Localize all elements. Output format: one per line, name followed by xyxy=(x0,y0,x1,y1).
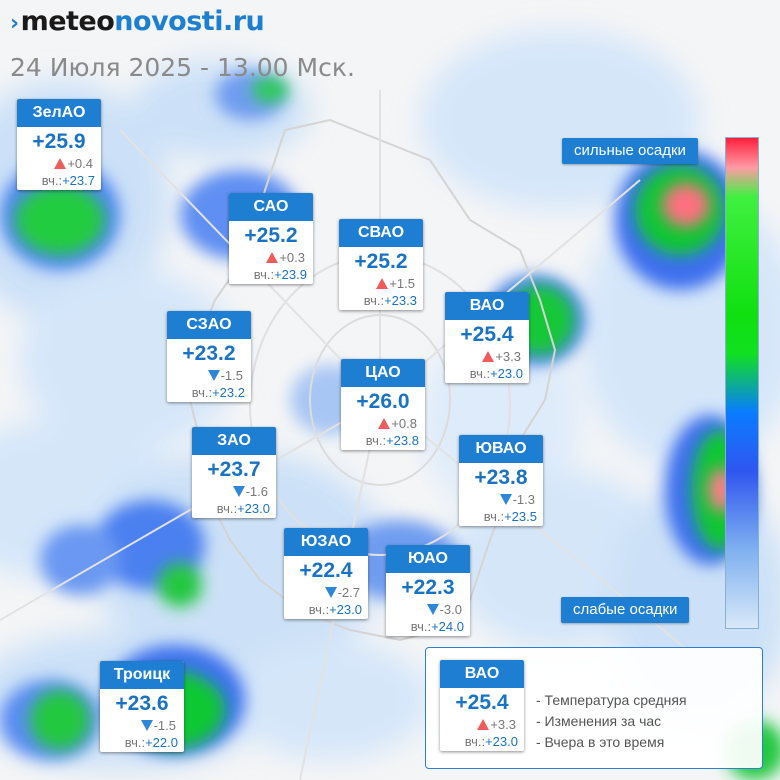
district-yesterday: вч.:+23.0 xyxy=(464,734,518,749)
district-temperature: +23.8 xyxy=(474,466,528,489)
arrow-up-icon xyxy=(482,351,495,362)
precipitation-scale-bar xyxy=(725,137,759,629)
forecast-date: 24 Июля 2025 - 13.00 Мск. xyxy=(10,53,355,82)
scale-label-heavy: сильные осадки xyxy=(562,138,698,164)
district-hour-change: -1.3 xyxy=(459,491,543,508)
map-legend: ВАО +25.4 +3.3 вч.:+23.0 - Температура с… xyxy=(425,647,763,769)
district-yesterday: вч.:+23.7 xyxy=(41,173,95,188)
district-yesterday: вч.:+23.8 xyxy=(365,433,419,448)
district-card-yuzao[interactable]: ЮЗАО +22.4 -2.7 вч.:+23.0 xyxy=(284,528,368,619)
district-yesterday: вч.:+22.0 xyxy=(124,735,178,750)
district-hour-change: -2.7 xyxy=(284,584,368,601)
district-yesterday: вч.:+24.0 xyxy=(410,619,464,634)
district-hour-change: +3.3 xyxy=(440,716,524,733)
district-temperature: +25.2 xyxy=(244,224,298,247)
district-card-cao[interactable]: ЦАО +26.0 +0.8 вч.:+23.8 xyxy=(341,359,425,450)
district-hour-change: -1.5 xyxy=(167,367,251,384)
arrow-down-icon xyxy=(324,587,337,598)
district-card-yuao[interactable]: ЮАО +22.3 -3.0 вч.:+24.0 xyxy=(386,545,470,636)
district-name: Троицк xyxy=(100,661,184,689)
scale-label-light: слабые осадки xyxy=(561,597,690,623)
district-name: ЦАО xyxy=(341,359,425,387)
district-name: ЮВАО xyxy=(459,435,543,463)
district-hour-change: +1.5 xyxy=(339,275,423,292)
district-card-zelao[interactable]: ЗелАО +25.9 +0.4 вч.:+23.7 xyxy=(17,99,101,190)
legend-line-yesterday: - Вчера в это время xyxy=(536,734,665,750)
district-name: ВАО xyxy=(445,292,529,320)
district-card-svao[interactable]: СВАО +25.2 +1.5 вч.:+23.3 xyxy=(339,219,423,310)
district-yesterday: вч.:+23.0 xyxy=(216,501,270,516)
district-hour-change: +0.8 xyxy=(341,415,425,432)
district-name: ЮАО xyxy=(386,545,470,573)
district-hour-change: +0.3 xyxy=(229,249,313,266)
district-temperature: +25.2 xyxy=(354,250,408,273)
district-temperature: +23.7 xyxy=(207,458,261,481)
arrow-up-icon xyxy=(477,719,490,730)
district-card-troitsk[interactable]: Троицк +23.6 -1.5 вч.:+22.0 xyxy=(100,661,184,752)
district-card-vao[interactable]: ВАО +25.4 +3.3 вч.:+23.0 xyxy=(445,292,529,383)
district-temperature: +22.4 xyxy=(299,559,353,582)
legend-line-change: - Изменения за час xyxy=(536,713,662,729)
district-name: СЗАО xyxy=(167,311,251,339)
arrow-down-icon xyxy=(207,370,220,381)
district-yesterday: вч.:+23.9 xyxy=(253,267,307,282)
district-hour-change: -3.0 xyxy=(386,601,470,618)
district-temperature: +22.3 xyxy=(401,576,455,599)
arrow-down-icon xyxy=(140,720,153,731)
arrow-down-icon xyxy=(232,486,245,497)
district-temperature: +25.4 xyxy=(455,691,509,714)
district-card-szao[interactable]: СЗАО +23.2 -1.5 вч.:+23.2 xyxy=(167,311,251,402)
district-hour-change: -1.5 xyxy=(100,717,184,734)
district-hour-change: -1.6 xyxy=(192,483,276,500)
arrow-up-icon xyxy=(54,158,67,169)
district-temperature: +25.9 xyxy=(32,130,86,153)
district-yesterday: вч.:+23.0 xyxy=(469,366,523,381)
district-name: СВАО xyxy=(339,219,423,247)
district-name: ЮЗАО xyxy=(284,528,368,556)
district-name: ВАО xyxy=(440,660,524,688)
district-yesterday: вч.:+23.0 xyxy=(308,602,362,617)
district-card-sao[interactable]: САО +25.2 +0.3 вч.:+23.9 xyxy=(229,193,313,284)
district-hour-change: +3.3 xyxy=(445,348,529,365)
district-hour-change: +0.4 xyxy=(17,155,101,172)
chevron-logo-icon: › xyxy=(10,11,19,36)
district-yesterday: вч.:+23.3 xyxy=(363,293,417,308)
district-yesterday: вч.:+23.5 xyxy=(483,509,537,524)
district-name: ЗелАО xyxy=(17,99,101,127)
district-name: ЗАО xyxy=(192,427,276,455)
site-logo[interactable]: ›meteonovosti.ru xyxy=(10,6,265,37)
district-name: САО xyxy=(229,193,313,221)
arrow-down-icon xyxy=(426,604,439,615)
district-temperature: +23.2 xyxy=(182,342,236,365)
arrow-up-icon xyxy=(378,418,391,429)
district-card-yuvao[interactable]: ЮВАО +23.8 -1.3 вч.:+23.5 xyxy=(459,435,543,526)
district-card-zao[interactable]: ЗАО +23.7 -1.6 вч.:+23.0 xyxy=(192,427,276,518)
legend-sample-card: ВАО +25.4 +3.3 вч.:+23.0 xyxy=(440,660,524,751)
arrow-up-icon xyxy=(266,252,279,263)
arrow-up-icon xyxy=(376,278,389,289)
arrow-down-icon xyxy=(499,494,512,505)
district-yesterday: вч.:+23.2 xyxy=(191,385,245,400)
legend-line-temperature: - Температура средняя xyxy=(536,692,687,708)
district-temperature: +26.0 xyxy=(356,390,410,413)
district-temperature: +25.4 xyxy=(460,323,514,346)
legend-descriptions: - Температура средняя - Изменения за час… xyxy=(536,690,687,753)
district-temperature: +23.6 xyxy=(115,692,169,715)
